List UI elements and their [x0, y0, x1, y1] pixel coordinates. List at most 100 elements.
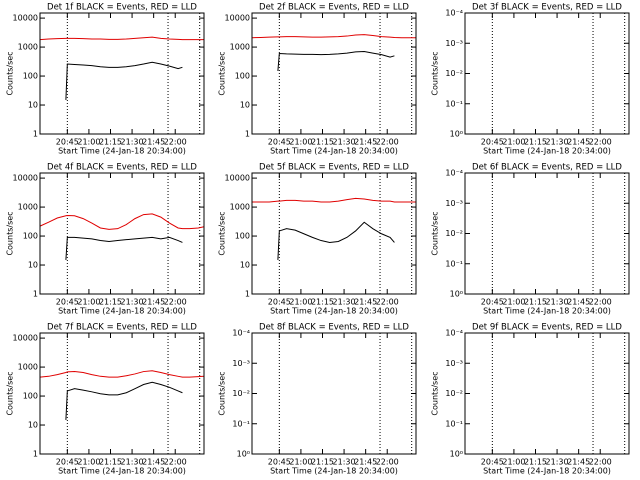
series-line	[65, 236, 183, 260]
y-tick-label: 10⁻¹	[232, 419, 250, 428]
y-tick-label: 1000	[18, 363, 38, 372]
panel-title: Det 6f BLACK = Events, RED = LLD	[472, 163, 622, 173]
x-tick-label: 21:00	[77, 458, 100, 467]
x-tick-label: 20:45	[56, 298, 79, 307]
x-tick-label: 21:00	[502, 458, 525, 467]
x-tick-label: 22:00	[164, 138, 187, 147]
plot-frame	[464, 332, 630, 455]
x-tick-label: 20:45	[268, 298, 291, 307]
series-line	[252, 197, 416, 203]
x-tick-label: 21:30	[121, 138, 144, 147]
x-tick-label: 21:00	[77, 138, 100, 147]
y-tick-label: 10000	[225, 14, 250, 23]
panel-title: Det 5f BLACK = Events, RED = LLD	[259, 163, 409, 173]
series-line	[277, 51, 395, 71]
x-tick-label: 21:00	[289, 298, 312, 307]
y-tick-label: 10⁻¹	[445, 259, 463, 268]
y-tick-label: 10⁰	[237, 450, 250, 459]
y-tick-label: 10000	[13, 334, 38, 343]
plot-frame	[251, 12, 417, 135]
x-tick-label: 21:00	[289, 138, 312, 147]
plot-frame	[39, 332, 205, 455]
x-tick-label: 21:30	[121, 458, 144, 467]
series-line	[65, 61, 183, 100]
y-tick-label: 10⁻⁴	[445, 169, 463, 178]
x-tick-label: 22:00	[164, 298, 187, 307]
plot-frame	[464, 172, 630, 295]
y-axis-label: Counts/sec	[218, 211, 227, 255]
y-tick-label: 10⁻³	[445, 199, 463, 208]
y-tick-label: 10⁻³	[445, 39, 463, 48]
plot-frame	[39, 12, 205, 135]
x-tick-label: 21:00	[289, 458, 312, 467]
y-tick-label: 10⁻³	[445, 359, 463, 368]
y-axis-label: Counts/sec	[431, 371, 440, 415]
x-axis-label: Start Time (24-Jan-18 20:34:00)	[270, 147, 398, 156]
y-tick-label: 10	[240, 261, 250, 270]
x-axis-label: Start Time (24-Jan-18 20:34:00)	[270, 307, 398, 316]
panel-title: Det 4f BLACK = Events, RED = LLD	[47, 163, 197, 173]
x-tick-label: 21:15	[99, 138, 122, 147]
x-tick-label: 20:45	[56, 138, 79, 147]
x-tick-label: 21:30	[121, 298, 144, 307]
panel-title: Det 7f BLACK = Events, RED = LLD	[47, 323, 197, 333]
panel-title: Det 9f BLACK = Events, RED = LLD	[472, 323, 622, 333]
x-tick-label: 21:30	[333, 458, 356, 467]
x-tick-label: 21:30	[333, 138, 356, 147]
x-axis-label: Start Time (24-Jan-18 20:34:00)	[58, 307, 186, 316]
x-axis-label: Start Time (24-Jan-18 20:34:00)	[58, 147, 186, 156]
series-line	[39, 370, 205, 378]
y-tick-label: 10⁻⁴	[232, 329, 250, 338]
y-tick-label: 10000	[13, 174, 38, 183]
y-tick-label: 10000	[13, 14, 38, 23]
y-tick-label: 10⁰	[450, 130, 463, 139]
series-line	[65, 381, 183, 420]
x-tick-label: 21:15	[311, 458, 334, 467]
y-tick-label: 100	[23, 72, 38, 81]
y-tick-label: 10	[28, 421, 38, 430]
plot-frame	[251, 172, 417, 295]
y-tick-label: 10⁰	[450, 450, 463, 459]
x-tick-label: 21:15	[524, 298, 547, 307]
x-tick-label: 21:45	[142, 138, 165, 147]
x-tick-label: 22:00	[589, 298, 612, 307]
y-tick-label: 10⁻²	[445, 389, 463, 398]
x-axis-label: Start Time (24-Jan-18 20:34:00)	[483, 307, 611, 316]
x-tick-label: 21:00	[502, 138, 525, 147]
x-tick-label: 21:45	[142, 298, 165, 307]
y-tick-label: 100	[23, 392, 38, 401]
y-tick-label: 10⁻⁴	[445, 329, 463, 338]
x-tick-label: 22:00	[376, 458, 399, 467]
y-axis-label: Counts/sec	[6, 371, 15, 415]
y-tick-label: 1000	[230, 43, 250, 52]
y-tick-label: 1	[33, 130, 38, 139]
y-axis-label: Counts/sec	[218, 51, 227, 95]
x-tick-label: 22:00	[589, 138, 612, 147]
panel-title: Det 1f BLACK = Events, RED = LLD	[47, 3, 197, 13]
y-tick-label: 1	[33, 290, 38, 299]
plot-frame	[39, 172, 205, 295]
y-tick-label: 100	[23, 232, 38, 241]
x-axis-label: Start Time (24-Jan-18 20:34:00)	[58, 467, 186, 476]
x-tick-label: 21:30	[546, 298, 569, 307]
x-tick-label: 20:45	[481, 138, 504, 147]
series-line	[39, 36, 204, 41]
x-tick-label: 20:45	[268, 458, 291, 467]
y-tick-label: 1000	[18, 203, 38, 212]
y-tick-label: 100	[235, 72, 250, 81]
y-axis-label: Counts/sec	[431, 51, 440, 95]
y-tick-label: 1	[245, 290, 250, 299]
x-tick-label: 21:30	[546, 458, 569, 467]
x-tick-label: 22:00	[589, 458, 612, 467]
plot-frame	[251, 332, 417, 455]
x-tick-label: 22:00	[376, 138, 399, 147]
plot-frame	[464, 12, 630, 135]
x-tick-label: 21:30	[333, 298, 356, 307]
x-tick-label: 21:15	[99, 458, 122, 467]
x-tick-label: 21:45	[567, 138, 590, 147]
y-tick-label: 1	[33, 450, 38, 459]
x-tick-label: 21:45	[354, 458, 377, 467]
panel-title: Det 8f BLACK = Events, RED = LLD	[259, 323, 409, 333]
